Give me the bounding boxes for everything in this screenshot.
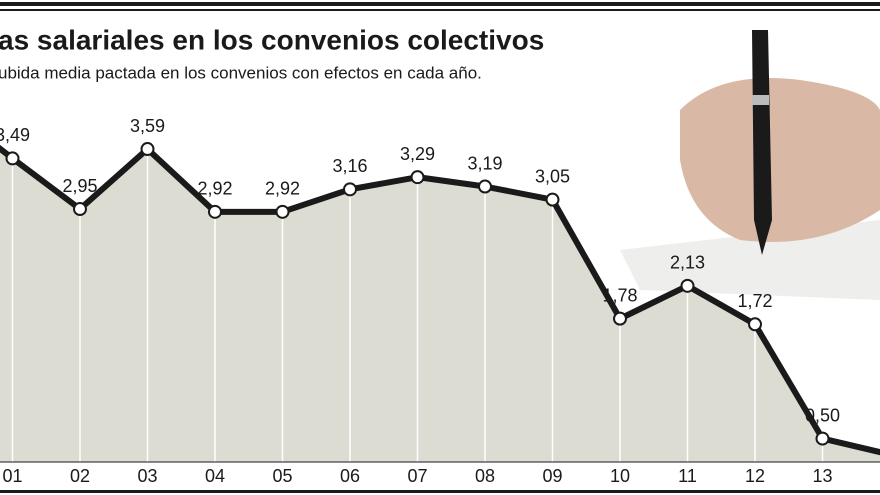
value-label: 3,19 bbox=[467, 153, 502, 173]
value-label: 3,29 bbox=[400, 144, 435, 164]
point bbox=[478, 179, 492, 194]
value-label: 2,92 bbox=[197, 179, 232, 199]
x-tick-label: 10 bbox=[610, 466, 630, 486]
point bbox=[208, 204, 222, 219]
area bbox=[0, 148, 880, 462]
bottom-rule bbox=[0, 490, 880, 493]
value-label: 2,95 bbox=[62, 176, 97, 196]
top-rule-thin bbox=[0, 9, 880, 11]
x-tick-label: 09 bbox=[542, 466, 562, 486]
point bbox=[545, 192, 560, 207]
x-tick-label: 01 bbox=[2, 466, 22, 486]
point bbox=[748, 317, 762, 332]
x-tick-label: 03 bbox=[137, 466, 157, 486]
value-label: 1,78 bbox=[602, 285, 637, 305]
value-label: 0,50 bbox=[805, 405, 840, 425]
point bbox=[343, 182, 357, 197]
point bbox=[815, 431, 830, 446]
value-label: 3,05 bbox=[535, 166, 570, 186]
top-rule bbox=[0, 2, 880, 6]
value-label: 1,72 bbox=[737, 291, 772, 311]
point bbox=[5, 151, 20, 166]
point bbox=[410, 170, 425, 185]
value-label: 3,49 bbox=[0, 125, 30, 145]
value-label: 2,13 bbox=[670, 253, 705, 273]
x-tick-label: 13 bbox=[812, 466, 832, 486]
x-tick-label: 08 bbox=[475, 466, 495, 486]
point bbox=[73, 202, 87, 217]
x-tick-label: 11 bbox=[678, 466, 697, 486]
x-tick-label: 05 bbox=[272, 466, 292, 486]
point bbox=[680, 278, 695, 293]
value-label: 2,92 bbox=[265, 179, 300, 199]
plot-area: 3,49 01 2,95 02 3,59 03 2,92 04 2,92 05 3,16 06 3,29… bbox=[0, 116, 880, 486]
value-label: 3,16 bbox=[332, 156, 367, 176]
point bbox=[140, 142, 155, 157]
x-tick-label: 12 bbox=[745, 466, 765, 486]
point bbox=[613, 311, 627, 326]
x-tick-label: 04 bbox=[205, 466, 225, 486]
value-label: 3,59 bbox=[130, 116, 165, 136]
chart-subtitle: ubida media pactada en los convenios con… bbox=[0, 63, 482, 82]
x-tick-label: 06 bbox=[340, 466, 360, 486]
x-tick-label: 07 bbox=[407, 466, 427, 486]
x-tick-label: 02 bbox=[70, 466, 90, 486]
chart-title: as salariales en los convenios colectivo… bbox=[0, 24, 544, 55]
point bbox=[275, 204, 290, 219]
